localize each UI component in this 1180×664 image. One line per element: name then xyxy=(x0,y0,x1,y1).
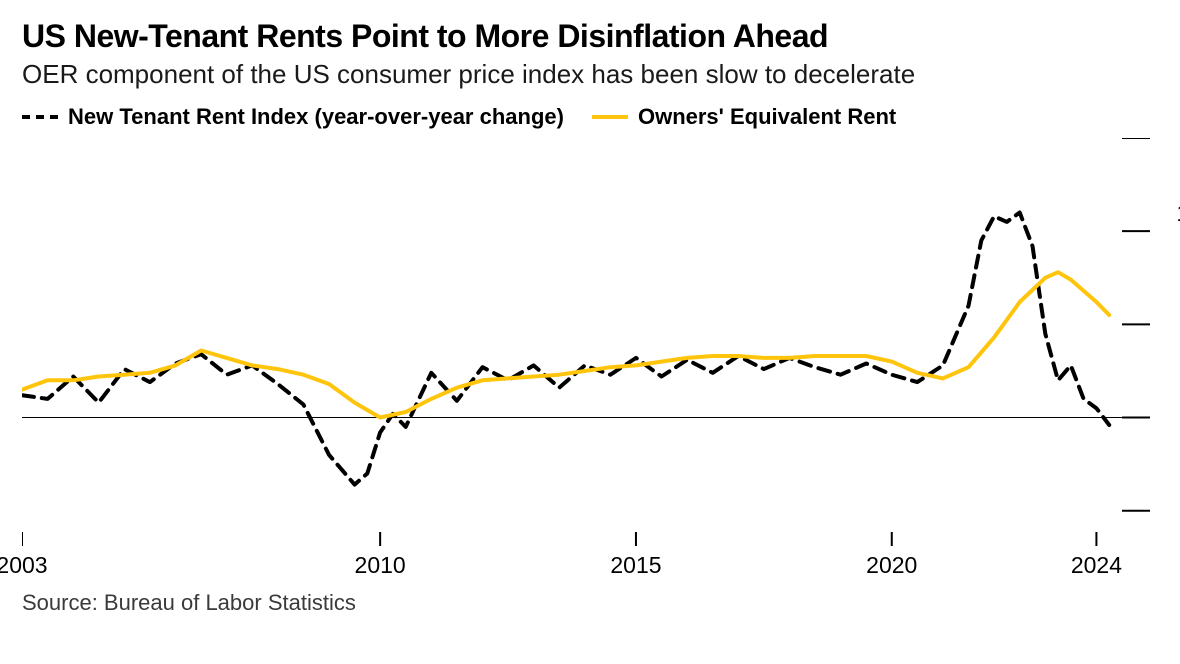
legend-item-series2: Owners' Equivalent Rent xyxy=(592,104,896,130)
legend: New Tenant Rent Index (year-over-year ch… xyxy=(22,104,1158,130)
x-tick-label: 2015 xyxy=(610,552,661,579)
x-tick-label: 2024 xyxy=(1071,552,1122,579)
series-line-2 xyxy=(22,272,1109,417)
source-text: Source: Bureau of Labor Statistics xyxy=(22,590,1158,616)
page-subtitle: OER component of the US consumer price i… xyxy=(22,59,1158,90)
series-line-1 xyxy=(22,213,1109,485)
chart-container: 15%1050-5 20032010201520202024 xyxy=(22,138,1158,578)
legend-swatch-series2 xyxy=(592,115,628,119)
y-tick-label: 10 xyxy=(1176,200,1180,226)
legend-item-series1: New Tenant Rent Index (year-over-year ch… xyxy=(22,104,564,130)
line-chart: 15%1050-5 xyxy=(22,138,1180,548)
legend-label-series2: Owners' Equivalent Rent xyxy=(638,104,896,130)
x-tick-label: 2003 xyxy=(0,552,48,579)
x-tick-label: 2020 xyxy=(866,552,917,579)
legend-swatch-series1 xyxy=(22,115,58,119)
x-axis-labels: 20032010201520202024 xyxy=(22,548,1180,578)
page-title: US New-Tenant Rents Point to More Disinf… xyxy=(22,18,1158,55)
legend-label-series1: New Tenant Rent Index (year-over-year ch… xyxy=(68,104,564,130)
x-tick-label: 2010 xyxy=(355,552,406,579)
